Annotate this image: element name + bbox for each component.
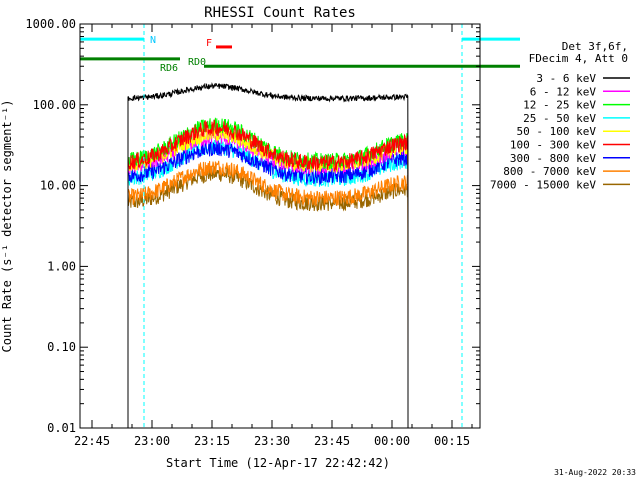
y-tick-label: 0.10 bbox=[47, 340, 76, 354]
chart-title: RHESSI Count Rates bbox=[204, 5, 356, 21]
y-tick-label: 0.01 bbox=[47, 421, 76, 435]
x-tick-label: 23:15 bbox=[194, 434, 230, 448]
x-tick-label: 22:45 bbox=[74, 434, 110, 448]
plot-frame bbox=[79, 23, 481, 429]
series-line bbox=[127, 119, 409, 428]
flare-label: F bbox=[206, 38, 212, 49]
y-axis-label: Count Rate (s⁻¹ detector segment⁻¹) bbox=[0, 100, 14, 353]
x-axis: 22:45 23:00 23:15 23:30 23:45 00:00 00:15 bbox=[74, 24, 473, 448]
legend-label: 800 - 7000 keV bbox=[503, 165, 596, 178]
legend-label: 12 - 25 keV bbox=[523, 99, 596, 112]
legend-label: 6 - 12 keV bbox=[530, 85, 597, 98]
rd0-label: RD0 bbox=[188, 57, 206, 68]
legend-label: 300 - 800 keV bbox=[510, 152, 596, 165]
series-layer bbox=[127, 82, 409, 428]
x-tick-label: 00:15 bbox=[434, 434, 470, 448]
series-line bbox=[127, 82, 409, 428]
y-axis: 0.01 0.10 1.00 10.00 100.00 1000.00 bbox=[25, 17, 480, 435]
legend-label: 100 - 300 keV bbox=[510, 139, 596, 152]
x-tick-label: 00:00 bbox=[374, 434, 410, 448]
legend-label: 7000 - 15000 keV bbox=[490, 178, 596, 191]
y-tick-label: 100.00 bbox=[33, 98, 76, 112]
legend-header-line-1: Det 3f,6f, bbox=[562, 40, 628, 53]
night-label: N bbox=[150, 35, 156, 46]
y-tick-label: 10.00 bbox=[40, 179, 76, 193]
legend-header-line-2: FDecim 4, Att 0 bbox=[529, 52, 628, 65]
y-tick-label: 1000.00 bbox=[25, 17, 76, 31]
x-tick-label: 23:30 bbox=[254, 434, 290, 448]
x-tick-label: 23:45 bbox=[314, 434, 350, 448]
legend-label: 3 - 6 keV bbox=[536, 72, 596, 85]
legend-label: 25 - 50 keV bbox=[523, 112, 596, 125]
x-tick-label: 23:00 bbox=[134, 434, 170, 448]
series-line bbox=[127, 166, 409, 428]
x-axis-label: Start Time (12-Apr-17 22:42:42) bbox=[166, 456, 390, 470]
series-line bbox=[127, 160, 409, 428]
y-tick-label: 1.00 bbox=[47, 259, 76, 273]
legend-label: 50 - 100 keV bbox=[517, 125, 597, 138]
rd6-label: RD6 bbox=[160, 63, 178, 74]
timestamp: 31-Aug-2022 20:33 bbox=[554, 468, 636, 477]
